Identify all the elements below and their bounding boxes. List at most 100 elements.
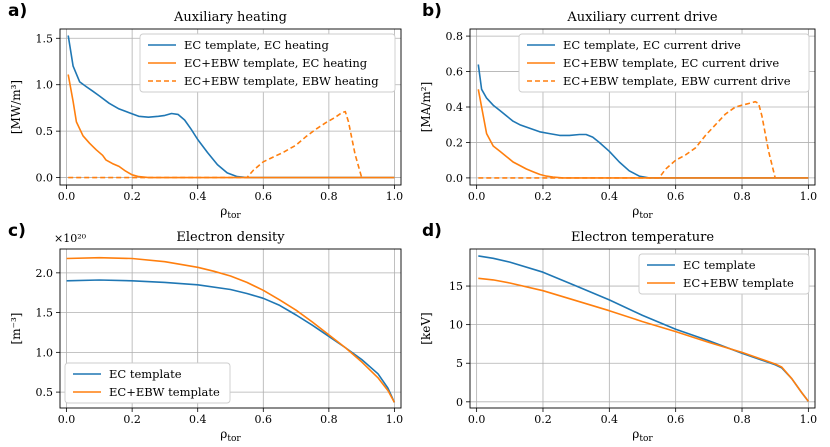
series-line-2 [67, 74, 395, 179]
legend-entry-1: EC template, EC heating [184, 38, 329, 52]
panel-2: b) 0.0 0.2 0.4 0.6 0.8 1.0 0.0 0.2 0.4 0.6 0.8 Auxil… [419, 1, 817, 221]
legend-entry-1: EC template, EC current drive [563, 38, 741, 52]
y-axis-label: [keV] [419, 312, 433, 344]
y-tick-label: 0.0 [36, 172, 54, 185]
series-line-2 [66, 256, 396, 403]
y-tick-label: 0.6 [446, 66, 464, 79]
x-axis-label-main: ρ [220, 204, 227, 218]
legend: EC template, EC heating EC+EBW template, … [139, 33, 396, 93]
x-tick-label: 0.4 [189, 413, 207, 426]
x-axis-label-sub: tor [639, 434, 653, 444]
legend-box [518, 33, 810, 93]
y-tick-label: 0.5 [36, 386, 54, 399]
x-tick-label: 1.0 [386, 190, 404, 203]
x-tick-label: 0.2 [534, 190, 552, 203]
x-tick-label: 1.0 [386, 413, 404, 426]
legend: EC template EC+EBW template [64, 362, 231, 404]
y-tick-label: 0.5 [36, 125, 54, 138]
legend-entry-3: EC+EBW template, EBW heating [184, 74, 379, 88]
y-tick-label: 0.8 [446, 30, 464, 43]
x-tick-label: 0.2 [534, 413, 552, 426]
series-line-1 [477, 64, 809, 179]
y-tick-label: 0.0 [446, 172, 464, 185]
y-tick-label: 1.0 [36, 79, 54, 92]
y-tick-label: 5 [456, 357, 463, 370]
legend-box [64, 362, 231, 404]
x-tick-label: 0.8 [320, 190, 338, 203]
x-axis-label-main: ρ [632, 204, 639, 218]
y-tick-label: 1.0 [36, 346, 54, 359]
x-tick-label: 0.6 [667, 413, 685, 426]
x-tick-label: 1.0 [800, 413, 818, 426]
plot-frame [59, 248, 402, 409]
panel-label: d) [422, 221, 442, 241]
y-tick-label: 0 [456, 396, 463, 409]
axis-offset-text: ×10²⁰ [54, 232, 87, 245]
x-tick-label: 0.0 [58, 413, 76, 426]
legend: EC template, EC current drive EC+EBW temp… [518, 33, 810, 93]
panel-4: d) 0.0 0.2 0.4 0.6 0.8 1.0 0 5 10 15 Electron tempe… [419, 221, 817, 444]
x-axis-label: ρtor [220, 204, 241, 221]
y-tick-label: 15 [449, 280, 463, 293]
x-axis-label-sub: tor [639, 211, 653, 221]
plot-frame [469, 248, 816, 409]
x-axis-label: ρtor [220, 427, 241, 444]
y-tick-label: 1.5 [36, 307, 54, 320]
x-tick-label: 0.0 [468, 190, 486, 203]
series-line-1 [66, 279, 396, 403]
x-tick-label: 0.4 [601, 190, 619, 203]
x-axis-label-main: ρ [220, 427, 227, 441]
x-tick-label: 0.8 [733, 190, 751, 203]
x-tick-label: 0.0 [58, 190, 76, 203]
legend: EC template EC+EBW template [638, 253, 810, 295]
chart-title: Electron temperature [571, 230, 714, 245]
legend-entry-1: EC template [683, 258, 756, 272]
panel-label: a) [8, 1, 27, 21]
plot-frame [59, 28, 402, 186]
y-tick-label: 0.4 [446, 101, 464, 114]
x-axis-label: ρtor [632, 427, 653, 444]
x-tick-label: 1.0 [800, 190, 818, 203]
x-tick-label: 0.6 [667, 190, 685, 203]
chart-title: Auxiliary current drive [566, 10, 718, 25]
y-tick-label: 1.5 [36, 32, 54, 45]
x-tick-label: 0.8 [320, 413, 338, 426]
y-axis-label: [MA/m²] [419, 82, 433, 133]
x-tick-label: 0.6 [255, 413, 273, 426]
y-axis-label: [m⁻³] [9, 313, 23, 345]
x-axis-label-sub: tor [227, 211, 241, 221]
chart-title: Auxiliary heating [173, 10, 287, 25]
legend-entry-2: EC+EBW template, EC current drive [563, 56, 779, 70]
x-tick-label: 0.6 [255, 190, 273, 203]
legend-entry-2: EC+EBW template [683, 276, 794, 290]
series-line-3 [68, 110, 363, 179]
legend-entry-2: EC+EBW template [109, 385, 220, 399]
legend-entry-2: EC+EBW template, EC heating [184, 56, 368, 70]
panel-label: b) [422, 1, 442, 21]
x-tick-label: 0.0 [468, 413, 486, 426]
series-line-2 [478, 277, 810, 402]
x-axis-label-sub: tor [227, 434, 241, 444]
x-tick-label: 0.4 [601, 413, 619, 426]
y-tick-label: 2.0 [36, 267, 54, 280]
y-tick-label: 10 [449, 319, 463, 332]
panel-3: c) 0.0 0.2 0.4 0.6 0.8 1.0 0.5 1.0 1.5 2.0 Electron… [8, 221, 403, 444]
legend-entry-1: EC template [109, 367, 182, 381]
chart-title: Electron density [176, 230, 285, 245]
x-tick-label: 0.8 [733, 413, 751, 426]
x-tick-label: 0.2 [123, 190, 141, 203]
x-tick-label: 0.4 [189, 190, 207, 203]
series-line-2 [477, 89, 809, 179]
y-axis-label: [MW/m³] [9, 80, 23, 134]
legend-box [139, 33, 396, 93]
legend-entry-3: EC+EBW template, EBW current drive [563, 74, 791, 88]
x-axis-label-main: ρ [632, 427, 639, 441]
panel-1: a) 0.0 0.2 0.4 0.6 0.8 1.0 0.0 0.5 1.0 1.5 Auxiliar… [8, 1, 403, 221]
series-line-1 [67, 35, 395, 179]
x-tick-label: 0.2 [123, 413, 141, 426]
y-tick-label: 0.2 [446, 136, 464, 149]
x-axis-label: ρtor [632, 204, 653, 221]
panel-label: c) [8, 221, 26, 241]
series-line-3 [478, 100, 776, 179]
